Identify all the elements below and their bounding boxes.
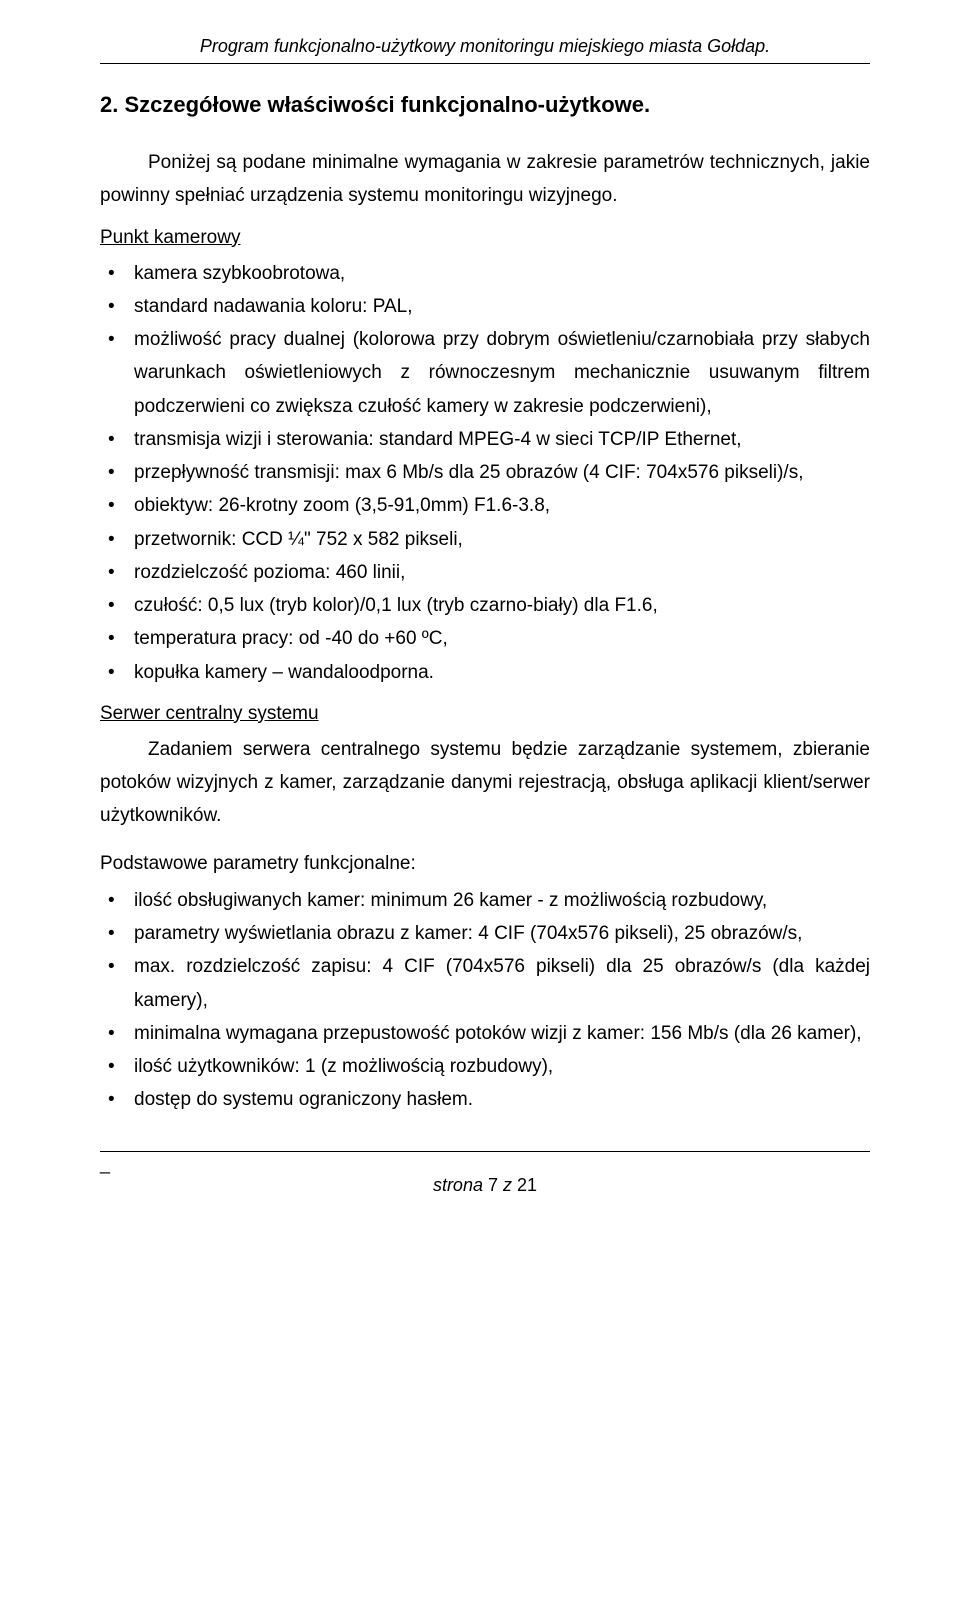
footer-sep: z [503,1175,512,1195]
punkt-kamerowy-list: kamera szybkoobrotowa, standard nadawani… [100,257,870,689]
list-item: ilość obsługiwanych kamer: minimum 26 ka… [100,884,870,917]
serwer-params-title: Podstawowe parametry funkcjonalne: [100,847,870,880]
list-item: rozdzielczość pozioma: 460 linii, [100,556,870,589]
list-item: kopułka kamery – wandaloodporna. [100,656,870,689]
list-item: ilość użytkowników: 1 (z możliwością roz… [100,1050,870,1083]
document-page: Program funkcjonalno-użytkowy monitoring… [0,0,960,1609]
list-item: parametry wyświetlania obrazu z kamer: 4… [100,917,870,950]
list-item: kamera szybkoobrotowa, [100,257,870,290]
footer-page-num: 7 [488,1175,498,1195]
footer-prefix: strona [433,1175,483,1195]
header-rule [100,63,870,64]
footer-dash: _ [100,1154,870,1175]
page-header-title: Program funkcjonalno-użytkowy monitoring… [100,36,870,57]
section-intro: Poniżej są podane minimalne wymagania w … [100,146,870,213]
list-item: czułość: 0,5 lux (tryb kolor)/0,1 lux (t… [100,589,870,622]
serwer-title: Serwer centralny systemu [100,703,870,725]
list-item: dostęp do systemu ograniczony hasłem. [100,1083,870,1116]
list-item: przetwornik: CCD ¼" 752 x 582 pikseli, [100,523,870,556]
serwer-intro: Zadaniem serwera centralnego systemu będ… [100,733,870,833]
list-item: przepływność transmisji: max 6 Mb/s dla … [100,456,870,489]
list-item: możliwość pracy dualnej (kolorowa przy d… [100,323,870,423]
list-item: temperatura pracy: od -40 do +60 ºC, [100,622,870,655]
list-item: transmisja wizji i sterowania: standard … [100,423,870,456]
list-item: minimalna wymagana przepustowość potoków… [100,1017,870,1050]
punkt-kamerowy-title: Punkt kamerowy [100,227,870,249]
footer-page-total: 21 [517,1175,537,1195]
list-item: standard nadawania koloru: PAL, [100,290,870,323]
list-item: obiektyw: 26-krotny zoom (3,5-91,0mm) F1… [100,489,870,522]
list-item: max. rozdzielczość zapisu: 4 CIF (704x57… [100,950,870,1017]
footer-rule [100,1151,870,1152]
section-heading: 2. Szczegółowe właściwości funkcjonalno-… [100,92,870,118]
serwer-params-list: ilość obsługiwanych kamer: minimum 26 ka… [100,884,870,1117]
footer-page-number: strona 7 z 21 [100,1175,870,1196]
